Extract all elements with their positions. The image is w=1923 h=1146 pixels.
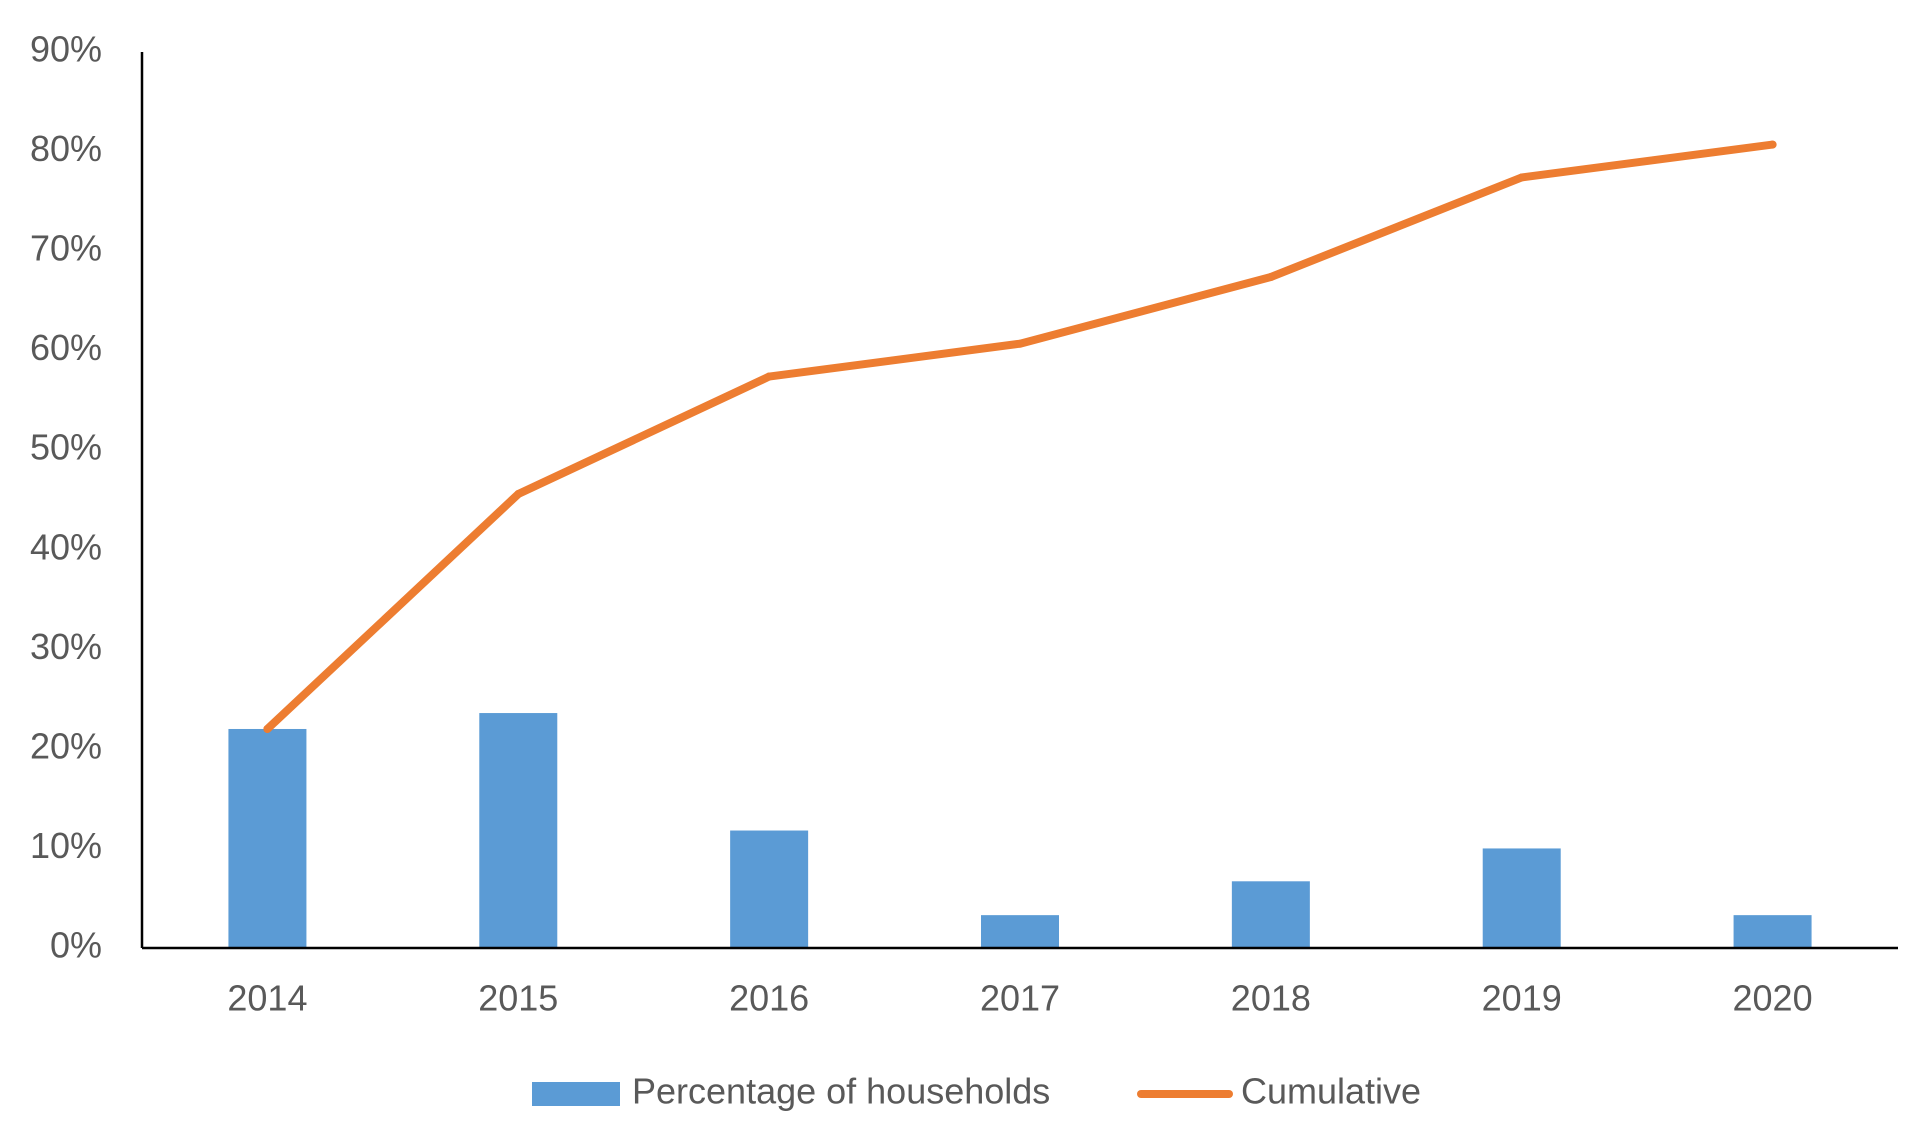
- x-tick-label: 2019: [1482, 978, 1562, 1019]
- x-tick-label: 2017: [980, 978, 1060, 1019]
- y-tick-label: 70%: [30, 228, 102, 269]
- x-tick-label: 2014: [227, 978, 307, 1019]
- x-tick-label: 2015: [478, 978, 558, 1019]
- bar: [1231, 881, 1310, 948]
- y-tick-label: 30%: [30, 626, 102, 667]
- legend-bar-swatch: [532, 1082, 620, 1106]
- y-tick-label: 40%: [30, 526, 102, 567]
- bar: [1733, 915, 1812, 948]
- y-tick-label: 20%: [30, 725, 102, 766]
- line-point: [1016, 339, 1024, 348]
- y-tick-label: 80%: [30, 128, 102, 169]
- line-point: [1768, 140, 1777, 149]
- y-tick-label: 10%: [30, 825, 102, 866]
- legend-label-line: Cumulative: [1241, 1071, 1421, 1112]
- bar-series: [228, 713, 1812, 948]
- x-tick-label: 2020: [1733, 978, 1813, 1019]
- bar: [479, 713, 558, 948]
- axes: [140, 52, 1898, 950]
- x-axis-ticks: 2014 2015 2016 2017 2018 2019 2020: [227, 978, 1812, 1019]
- line-point: [765, 372, 774, 381]
- y-tick-label: 90%: [30, 29, 102, 70]
- legend: Percentage of households Cumulative: [532, 1071, 1421, 1112]
- y-axis-ticks: 0% 10% 20% 30% 40% 50% 60% 70% 80% 90%: [30, 29, 102, 966]
- x-tick-label: 2018: [1231, 978, 1311, 1019]
- x-tick-label: 2016: [729, 978, 809, 1019]
- bar: [1482, 848, 1561, 948]
- y-tick-label: 50%: [30, 427, 102, 468]
- y-tick-label: 0%: [50, 925, 102, 966]
- line-point: [263, 724, 272, 733]
- line-point: [1266, 272, 1275, 281]
- line-point: [1517, 173, 1526, 182]
- line-point: [514, 490, 523, 499]
- line-series: [263, 140, 1777, 733]
- bar: [228, 728, 307, 948]
- bar: [730, 830, 809, 948]
- legend-label-bar: Percentage of households: [632, 1071, 1050, 1112]
- y-tick-label: 60%: [30, 327, 102, 368]
- cumulative-line: [263, 140, 1777, 733]
- bar: [981, 915, 1059, 948]
